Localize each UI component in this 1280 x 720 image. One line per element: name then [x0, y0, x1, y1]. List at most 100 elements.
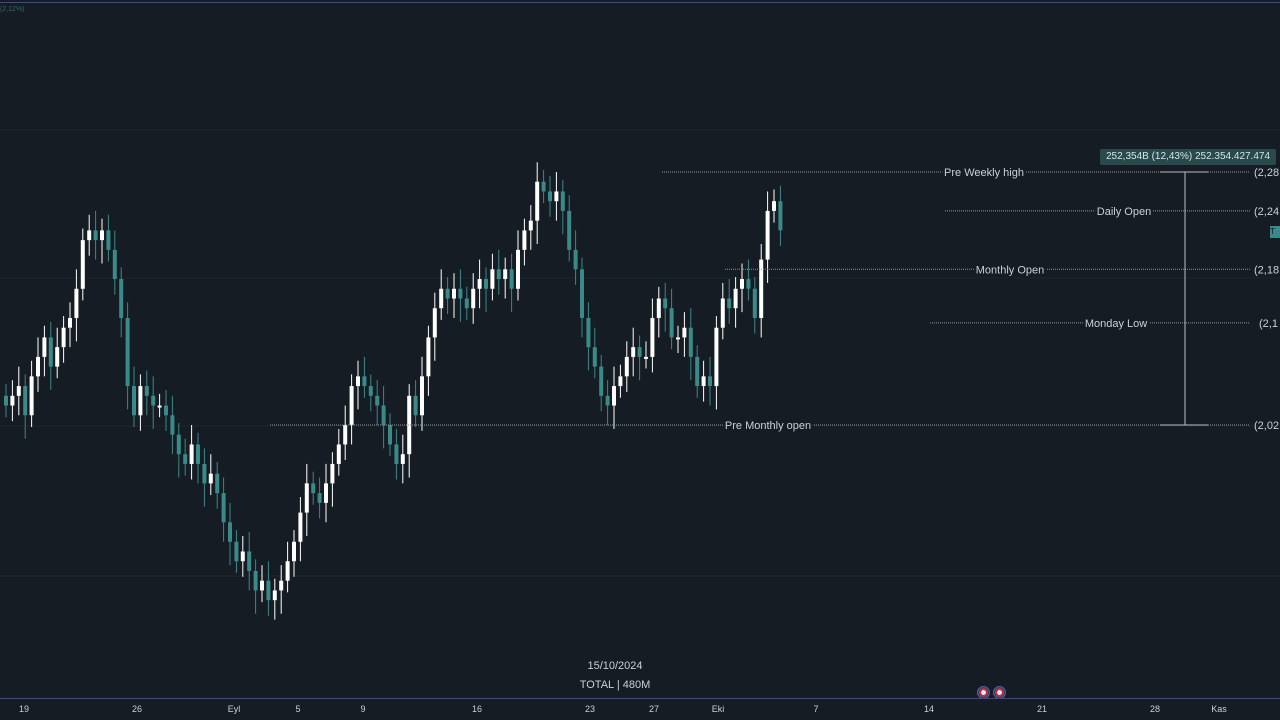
candle-body — [93, 230, 98, 241]
candle-body — [528, 220, 533, 231]
bottom-border — [0, 698, 1280, 699]
x-tick-label: 26 — [132, 704, 142, 714]
candle-body — [4, 395, 8, 406]
candle-body — [708, 376, 712, 387]
candle-body — [644, 356, 648, 359]
y-tick-label: (2,1 — [1259, 318, 1278, 330]
candle-body — [477, 279, 482, 289]
candle-body — [42, 337, 47, 357]
candle-body — [720, 298, 725, 328]
candle-body — [55, 347, 60, 367]
x-tick-label: 16 — [472, 704, 482, 714]
candle-body — [138, 386, 143, 416]
top-border — [0, 2, 1280, 3]
candle-body — [221, 493, 226, 523]
x-tick-label: 19 — [19, 704, 29, 714]
candle-body — [324, 483, 328, 503]
y-tick-label: (2,02 — [1254, 420, 1279, 432]
candle-body — [208, 473, 213, 484]
footer-symbol: TOTAL | 480M — [579, 679, 651, 691]
candle-body — [394, 444, 399, 464]
candle-body — [157, 405, 162, 408]
candle-body — [772, 201, 776, 211]
x-tick-label: 5 — [295, 704, 300, 714]
candle-body — [356, 376, 360, 387]
y-tick-label: (2,18 — [1254, 264, 1279, 276]
level-label: Daily Open — [1097, 206, 1151, 218]
candle-body — [87, 230, 92, 241]
candle-body — [688, 327, 693, 357]
candle-body — [503, 269, 508, 280]
candle-body — [669, 308, 674, 338]
candle-body — [650, 317, 655, 357]
x-tick-label: Eki — [712, 704, 725, 714]
candle-body — [106, 230, 111, 250]
y-axis: (2,28 (2,24 (2,18 (2,1 (2,02 — [1254, 167, 1279, 432]
x-tick-label: Kas — [1211, 704, 1227, 714]
candle-body — [452, 288, 456, 299]
candle-body — [36, 356, 40, 377]
candle-body — [759, 259, 764, 318]
candle-body — [170, 415, 175, 435]
candle-body — [541, 181, 546, 192]
candle-body — [624, 356, 629, 377]
candle-body — [272, 590, 277, 601]
x-tick-label: 7 — [813, 704, 818, 714]
candle-body — [580, 269, 584, 318]
candle-body — [100, 230, 104, 241]
candle-body — [215, 473, 220, 494]
candle-body — [740, 279, 744, 289]
candle-body — [247, 551, 252, 571]
measure-tool[interactable] — [1160, 171, 1208, 426]
candle-body — [176, 434, 181, 455]
x-tick-label: 21 — [1037, 704, 1047, 714]
level-label: Pre Monthly open — [725, 420, 811, 432]
candle-body — [567, 210, 572, 250]
candle-body — [778, 201, 783, 231]
candle-body — [240, 551, 245, 562]
candle-body — [586, 317, 591, 348]
candle-body — [733, 288, 738, 309]
candle-body — [573, 249, 578, 270]
candle-body — [164, 405, 168, 416]
candle-body — [676, 337, 680, 340]
x-tick-label: 14 — [924, 704, 934, 714]
candle-body — [234, 541, 239, 562]
candle-body — [727, 298, 732, 309]
candle-body — [695, 356, 700, 387]
candle-body — [618, 376, 623, 387]
candle-body — [560, 191, 565, 211]
candle-body — [554, 191, 559, 202]
candle-body — [599, 366, 604, 396]
candle-body — [285, 561, 290, 581]
candle-body — [183, 454, 188, 464]
candle-body — [631, 347, 636, 357]
candle-body — [765, 210, 770, 260]
candle-body — [144, 386, 149, 396]
candle-body — [292, 541, 296, 562]
candle-body — [74, 288, 79, 318]
candle-body — [330, 463, 335, 484]
candle-body — [682, 327, 687, 338]
candle-body — [752, 288, 757, 318]
candle-body — [612, 386, 616, 406]
candle-body — [29, 376, 34, 416]
x-tick-label: 23 — [585, 704, 595, 714]
candle-body — [279, 580, 284, 591]
candle-body — [10, 395, 15, 406]
candle-body — [368, 386, 373, 396]
candle-body — [663, 298, 668, 309]
candle-body — [656, 298, 661, 318]
candle-body — [228, 522, 232, 542]
candle-body — [112, 249, 117, 280]
candle-body — [548, 191, 552, 202]
x-tick-label: Eyl — [228, 704, 241, 714]
candle-body — [304, 483, 309, 513]
candle-body — [189, 444, 194, 464]
candle-body — [509, 269, 514, 289]
candle-body — [311, 483, 316, 494]
candle-body — [637, 347, 642, 357]
candle-body — [535, 181, 540, 221]
